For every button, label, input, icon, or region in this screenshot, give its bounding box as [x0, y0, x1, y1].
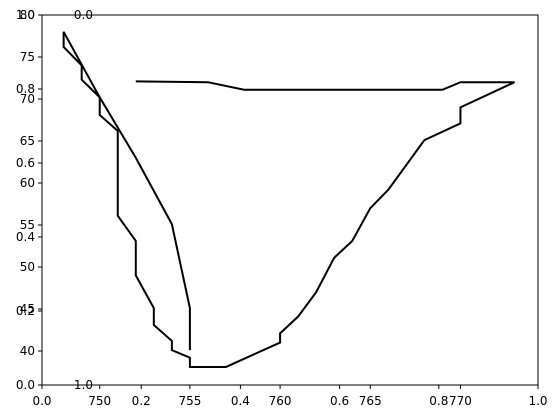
y-tick-label: 0.2	[16, 304, 35, 318]
y-tick-label: 65	[20, 134, 35, 148]
y-tick-label: 1.0	[74, 378, 93, 392]
y-tick-label: 70	[20, 92, 35, 106]
x-tick-label: 0.2	[132, 394, 151, 408]
y-tick-label: 0.0	[16, 378, 35, 392]
y-tick-label: 45	[20, 302, 35, 316]
x-tick-label: 765	[359, 394, 382, 408]
x-tick-label: 0.0	[32, 394, 51, 408]
y-tick-label: 60	[20, 176, 35, 190]
x-tick-label: 750	[88, 394, 111, 408]
line	[62, 31, 515, 368]
y-tick-label: 75	[20, 50, 35, 64]
x-tick-label: 760	[269, 394, 292, 408]
y-tick-label: 55	[20, 218, 35, 232]
y-tick-label: 1.0	[16, 8, 35, 22]
y-tick-label: 80	[20, 8, 35, 22]
y-tick-label: 0.0	[74, 8, 93, 22]
x-tick-label: 755	[178, 394, 201, 408]
y-tick-label: 40	[20, 344, 35, 358]
axes-frame	[41, 14, 539, 386]
x-tick-label: 0.4	[231, 394, 250, 408]
x-tick-label: 0.6	[330, 394, 349, 408]
y-tick-label: 0.6	[16, 156, 35, 170]
x-tick-label: 1.0	[528, 394, 547, 408]
y-tick-label: 0.4	[16, 230, 35, 244]
y-tick-label: 0.8	[16, 82, 35, 96]
x-tick-label: 770	[449, 394, 472, 408]
y-tick-label: 50	[20, 260, 35, 274]
x-tick-label: 0.8	[429, 394, 448, 408]
